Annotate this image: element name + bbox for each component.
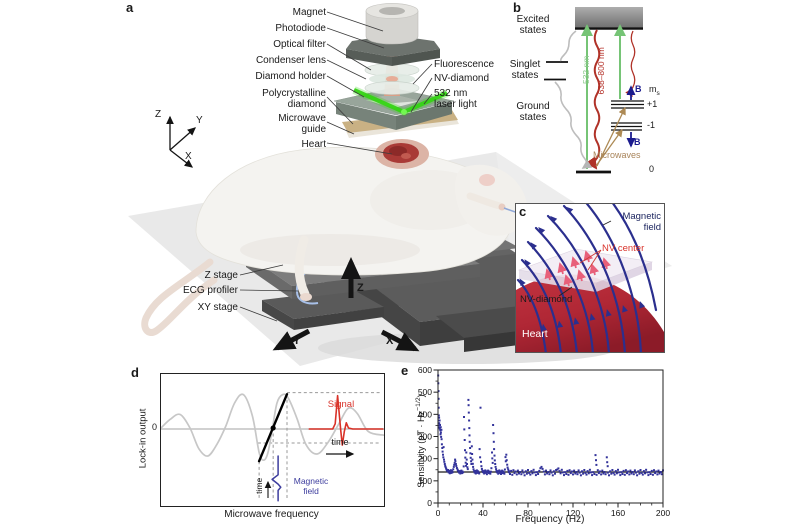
excited-states-band	[575, 7, 643, 28]
magnet-cylinder	[365, 11, 419, 45]
svg-text:100: 100	[418, 476, 432, 486]
energy-level-diagram	[544, 7, 644, 174]
excited-states-label: Excited states	[516, 14, 550, 37]
level-minus1-label: -1	[647, 120, 656, 130]
level-zero-label: 0	[649, 164, 655, 174]
rat-ear	[479, 174, 495, 186]
label-fluorescence: Fluorescence	[434, 59, 495, 70]
d-ylabel: Lock-in output	[137, 408, 149, 469]
field-direction-cones	[519, 206, 646, 331]
gray-nonradiative-arrow	[560, 30, 577, 62]
axis-x-small: X	[185, 151, 192, 162]
signal-label: Signal	[327, 399, 355, 410]
svg-text:120: 120	[566, 508, 580, 518]
panel-b-energy-diagram: b Excited states Singlet states Ground s…	[505, 0, 797, 200]
ms-plus1-levels	[611, 100, 644, 109]
nv-center-label: NV center	[602, 243, 645, 254]
x-axis-arrow	[380, 329, 420, 352]
label-condenser-lens: Condenser lens	[255, 55, 326, 66]
magnetic-field-pulse-label: Magnetic field	[293, 476, 329, 496]
green-excitation-arrows	[581, 24, 626, 169]
d-zero-tick: 0	[151, 422, 157, 432]
label-heart: Heart	[301, 139, 326, 150]
time-label-vertical: time	[254, 477, 265, 494]
heart-surface	[516, 274, 664, 352]
rat-illustration	[141, 147, 528, 336]
nv-center-arrows	[544, 250, 612, 287]
axis-z-large: Z	[357, 282, 364, 294]
panel-d-letter: d	[131, 365, 139, 380]
lockin-schematic	[161, 392, 384, 502]
d-plot-area	[160, 373, 385, 507]
label-magnet: Magnet	[292, 7, 326, 18]
time-label-horizontal: time	[331, 437, 349, 447]
label-optical-filter: Optical filter	[273, 39, 326, 50]
panel-e-sensitivity-plot: e 0 40 80 120 160 200 0 100 200 300 400 500 600 Sens…	[398, 360, 692, 530]
microwaves-label: Microwaves	[593, 150, 641, 160]
svg-text:0: 0	[436, 508, 441, 518]
sensor-stack	[333, 3, 459, 138]
svg-text:40: 40	[478, 508, 488, 518]
panel-e-letter: e	[401, 363, 409, 378]
label-nv-diamond: NV-diamond	[434, 73, 490, 84]
leader-lines	[239, 11, 433, 322]
laser-beam	[352, 86, 449, 116]
d-xlabel: Microwave frequency	[224, 509, 319, 520]
svg-text:0: 0	[427, 498, 432, 508]
label-microwave-guide: Microwave guide	[278, 113, 326, 136]
label-xy-stage: XY stage	[197, 302, 238, 313]
label-ecg-profiler: ECG profiler	[182, 285, 238, 296]
red-emission-arrow	[585, 29, 601, 170]
svg-text:160: 160	[611, 508, 625, 518]
field-illustration	[516, 204, 664, 352]
b-down-label: B	[634, 137, 641, 147]
svg-text:600: 600	[418, 365, 432, 375]
axis-y-large: Y	[293, 335, 301, 347]
axis-y-small: Y	[196, 115, 203, 126]
axis-x-large: X	[386, 335, 394, 347]
panel-c-leaders	[558, 220, 612, 297]
label-diamond-holder: Diamond holder	[255, 71, 326, 82]
gray-nonradiative-arrow-2	[554, 81, 593, 169]
svg-text:200: 200	[418, 454, 432, 464]
label-laser: 532 nm laser light	[434, 88, 477, 111]
e-ylabel: Sensitivity (pT · Hz−1/2)	[415, 394, 427, 488]
svg-text:80: 80	[523, 508, 533, 518]
heart-label: Heart	[522, 328, 548, 340]
coordinate-axes	[166, 115, 196, 168]
svg-text:500: 500	[418, 387, 432, 397]
panel-a-letter: a	[126, 0, 134, 15]
y-axis-arrow	[272, 328, 311, 351]
nv-diamond-label: NV-diamond	[520, 294, 573, 305]
heart-tissue	[375, 139, 429, 169]
ms-label: ms	[649, 84, 660, 97]
microwave-transition-arrows	[595, 106, 626, 167]
level-plus1-label: +1	[647, 99, 658, 109]
magnetic-field-lines	[516, 204, 658, 352]
label-z-stage: Z stage	[204, 270, 238, 281]
svg-text:300: 300	[418, 432, 432, 442]
sensitivity-scatter-chart: 0 40 80 120 160 200 0 100 200 300 400 500 600	[418, 365, 671, 518]
red-wavelength-label: 638–800 nm	[596, 47, 607, 95]
magnetic-field-label: Magnetic field	[622, 211, 661, 233]
label-photodiode: Photodiode	[275, 23, 326, 34]
panel-c-letter: c	[519, 204, 527, 219]
singlet-states-label: Singlet states	[509, 59, 541, 82]
ground-states-label: Ground states	[516, 101, 550, 124]
label-polycrystalline-diamond: Polycrystalline diamond	[262, 88, 326, 111]
panel-b-letter: b	[513, 0, 521, 15]
singlet-level-lines	[544, 61, 568, 81]
b-up-label: B	[635, 84, 642, 94]
axis-z-small: Z	[155, 109, 162, 120]
green-wavelength-label: 532 nm	[581, 55, 592, 85]
stage-axis-arrows	[272, 257, 420, 352]
svg-text:400: 400	[418, 409, 432, 419]
panel-d-lockin-plot: d Lock-in output 0 Microwave frequency S…	[131, 363, 393, 530]
panel-c-field-illustration: c Magnetic field NV center NV-diamond He…	[515, 203, 665, 353]
e-xlabel: Frequency (Hz)	[515, 514, 585, 525]
svg-text:200: 200	[656, 508, 670, 518]
